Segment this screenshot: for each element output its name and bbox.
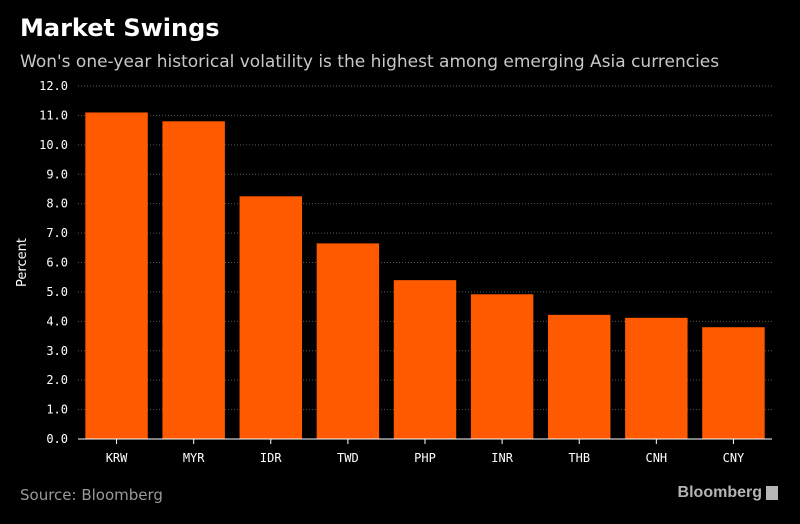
- x-tick-label: MYR: [183, 451, 205, 465]
- y-tick-label: 7.0: [46, 226, 68, 240]
- y-tick-label: 1.0: [46, 403, 68, 417]
- bar-php: [393, 280, 457, 439]
- brand-name: Bloomberg: [677, 484, 762, 501]
- bar-myr: [162, 121, 225, 440]
- y-tick-label: 3.0: [46, 344, 68, 358]
- y-tick-label: 6.0: [46, 256, 68, 270]
- y-tick-label: 5.0: [46, 285, 68, 299]
- bar-twd: [316, 243, 380, 439]
- y-tick-label: 10.0: [39, 138, 68, 152]
- y-tick-label: 11.0: [39, 108, 68, 122]
- y-tick-label: 8.0: [46, 197, 68, 211]
- x-tick-label: CNY: [723, 451, 745, 465]
- brand-logo: Bloomberg: [678, 484, 778, 502]
- bar-inr: [470, 294, 534, 439]
- chart-subtitle: Won's one-year historical volatility is …: [20, 52, 720, 72]
- x-tick-label: IDR: [260, 451, 282, 465]
- y-tick-label: 2.0: [46, 373, 68, 387]
- bar-krw: [85, 112, 148, 439]
- bars: [85, 112, 765, 440]
- bar-idr: [239, 196, 303, 439]
- source-note: Source: Bloomberg: [20, 486, 163, 504]
- y-tick-label: 0.0: [46, 432, 68, 446]
- x-tick-label: TWD: [337, 451, 359, 465]
- y-axis-label: Percent: [15, 238, 30, 287]
- y-tick-label: 9.0: [46, 167, 68, 181]
- x-tick-label: KRW: [106, 451, 128, 465]
- y-tick-label: 4.0: [46, 314, 68, 328]
- x-tick-label: THB: [568, 451, 590, 465]
- bar-cny: [702, 327, 765, 439]
- y-tick-label: 12.0: [39, 79, 68, 93]
- x-tick-label: PHP: [414, 451, 436, 465]
- bar-cnh: [625, 317, 688, 439]
- bloomberg-mark-icon: [766, 486, 778, 500]
- x-tick-label: INR: [491, 451, 513, 465]
- y-axis-ticks: 0.0 1.0 2.0 3.0 4.0 5.0 6.0 7.0 8.0 9.0 10.0 11.0 12…: [39, 79, 68, 446]
- x-tick-label: CNH: [645, 451, 667, 465]
- chart-title: Market Swings: [20, 14, 220, 42]
- bar-thb: [547, 314, 611, 439]
- x-axis-ticks: KRW MYR IDR TWD PHP INR THB CNH CNY: [106, 439, 745, 465]
